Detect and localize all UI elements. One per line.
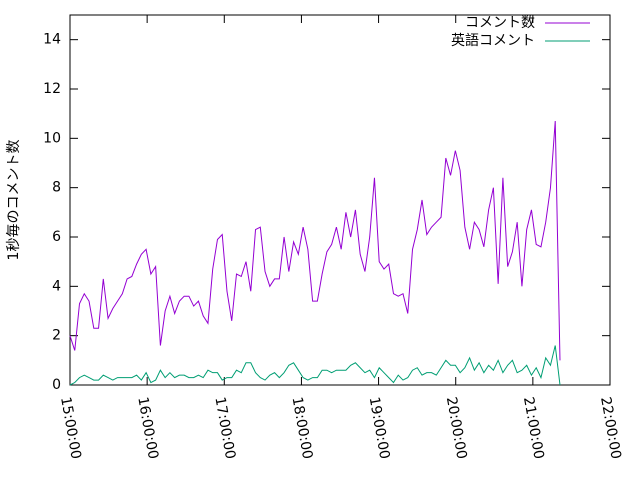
y-tick-label: 10 [43,130,61,146]
series-line [69,121,561,361]
x-tick-label: 18:00:00 [289,396,316,461]
x-tick-label: 22:00:00 [597,396,624,461]
y-tick-label: 0 [52,377,61,393]
y-axis-label: 1秒毎のコメント数 [6,140,22,261]
x-tick-label: 15:00:00 [57,396,84,461]
x-tick-label: 17:00:00 [211,396,238,461]
x-tick-label: 16:00:00 [134,396,161,461]
x-tick-label: 21:00:00 [520,396,547,461]
y-tick-label: 2 [52,328,61,344]
legend-label: 英語コメント [451,32,535,49]
y-tick-label: 6 [52,229,61,245]
legend-label: コメント数 [465,15,535,31]
y-tick-label: 12 [43,81,61,97]
y-tick-label: 4 [52,278,61,294]
y-tick-label: 8 [52,180,61,196]
series-line [69,345,561,386]
plot-border [69,14,611,386]
y-tick-label: 14 [43,32,61,48]
x-tick-label: 20:00:00 [443,396,470,461]
x-tick-label: 19:00:00 [366,396,393,461]
